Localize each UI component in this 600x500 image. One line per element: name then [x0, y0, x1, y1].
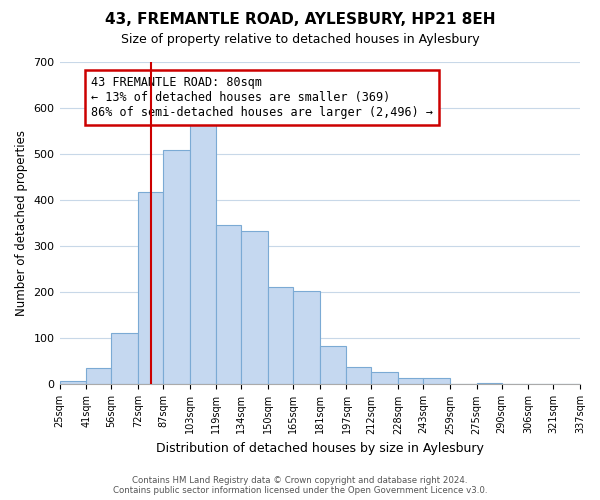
Bar — [138, 192, 163, 384]
Text: 43, FREMANTLE ROAD, AYLESBURY, HP21 8EH: 43, FREMANTLE ROAD, AYLESBURY, HP21 8EH — [105, 12, 495, 28]
Bar — [320, 346, 346, 385]
Bar — [476, 383, 502, 384]
Bar — [111, 333, 138, 384]
Text: 43 FREMANTLE ROAD: 80sqm
← 13% of detached houses are smaller (369)
86% of semi-: 43 FREMANTLE ROAD: 80sqm ← 13% of detach… — [91, 76, 433, 119]
Bar — [241, 231, 268, 384]
Bar — [86, 368, 111, 384]
Bar — [217, 225, 241, 384]
Text: Size of property relative to detached houses in Aylesbury: Size of property relative to detached ho… — [121, 32, 479, 46]
Bar — [371, 372, 398, 384]
Bar — [163, 150, 190, 384]
Bar — [59, 381, 86, 384]
Bar — [293, 291, 320, 384]
Bar — [268, 286, 293, 384]
Y-axis label: Number of detached properties: Number of detached properties — [15, 130, 28, 316]
Bar — [346, 368, 371, 384]
Text: Contains HM Land Registry data © Crown copyright and database right 2024.
Contai: Contains HM Land Registry data © Crown c… — [113, 476, 487, 495]
X-axis label: Distribution of detached houses by size in Aylesbury: Distribution of detached houses by size … — [156, 442, 484, 455]
Bar — [190, 119, 217, 384]
Bar — [423, 378, 450, 384]
Bar — [398, 378, 423, 384]
